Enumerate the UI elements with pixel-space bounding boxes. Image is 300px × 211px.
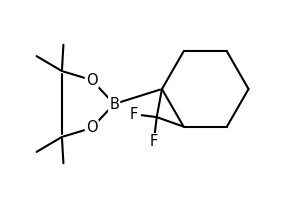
Text: F: F (150, 134, 158, 149)
Text: F: F (129, 107, 138, 122)
Text: O: O (86, 120, 98, 135)
Text: B: B (109, 96, 119, 111)
Text: O: O (86, 73, 98, 88)
